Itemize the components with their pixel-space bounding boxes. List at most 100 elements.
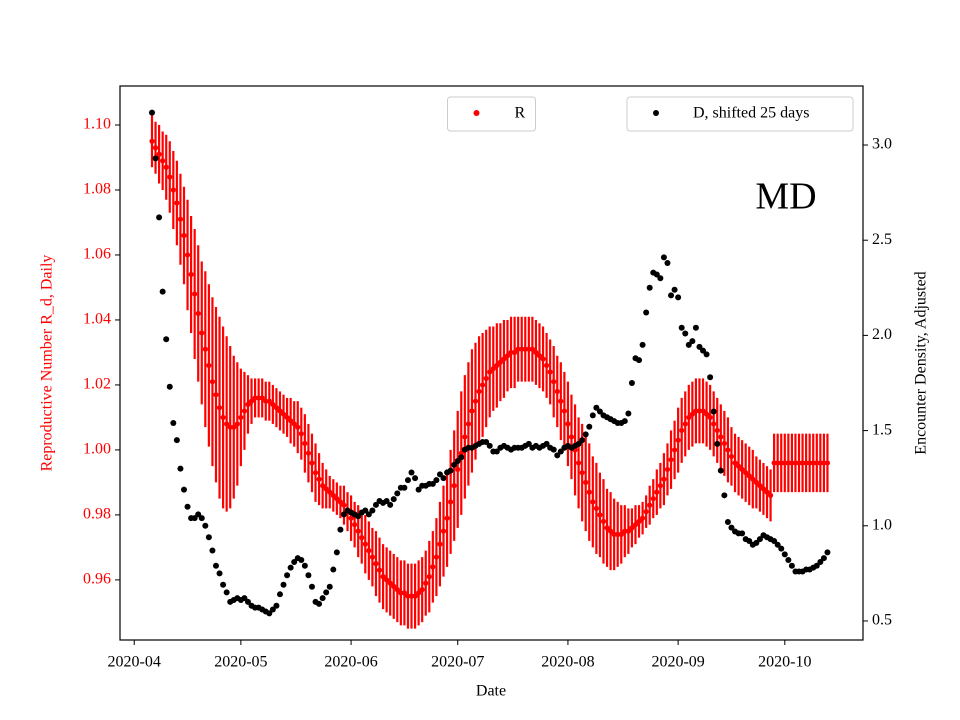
point: [643, 309, 650, 316]
point: [323, 486, 329, 492]
point: [629, 525, 635, 531]
point: [739, 466, 745, 473]
point: [167, 174, 173, 180]
point: [799, 460, 806, 466]
point: [398, 590, 404, 596]
point: [785, 557, 792, 564]
point: [163, 164, 169, 170]
point: [586, 489, 592, 495]
point: [480, 382, 486, 388]
point: [355, 513, 362, 520]
point: [714, 440, 721, 447]
point: [462, 434, 468, 440]
x-tick-label: 2020-06: [324, 654, 377, 671]
point: [266, 398, 272, 404]
point: [788, 562, 795, 569]
point: [774, 541, 781, 548]
point: [213, 392, 219, 398]
point: [330, 566, 337, 573]
y2-tick-label: 2.0: [872, 326, 892, 343]
point: [589, 412, 596, 419]
point: [269, 606, 276, 613]
point: [284, 414, 290, 421]
axes-frame: [119, 85, 864, 641]
point: [646, 284, 653, 291]
point: [160, 158, 166, 164]
point: [757, 483, 763, 489]
point: [220, 414, 226, 421]
point: [807, 460, 813, 466]
point: [554, 452, 561, 459]
point: [241, 595, 248, 602]
point: [739, 530, 746, 537]
point: [533, 349, 539, 356]
point: [340, 511, 347, 518]
point: [743, 470, 749, 476]
point: [159, 288, 166, 295]
point: [280, 581, 287, 588]
point: [707, 414, 713, 421]
point: [180, 486, 187, 493]
point: [174, 200, 180, 206]
point: [753, 479, 759, 486]
y-tick-label: 1.10: [83, 116, 111, 133]
point: [373, 561, 379, 567]
point: [579, 437, 586, 444]
point: [419, 587, 425, 593]
point: [557, 448, 564, 455]
point: [700, 347, 707, 354]
point: [486, 442, 493, 449]
point: [384, 577, 390, 583]
point: [309, 460, 315, 466]
point: [220, 581, 227, 588]
point: [714, 427, 720, 434]
point: [298, 431, 304, 437]
point: [512, 349, 518, 356]
point: [767, 492, 774, 499]
legend-label: D, shifted 25 days: [693, 105, 809, 122]
point: [256, 395, 262, 401]
point: [177, 465, 184, 472]
point: [586, 423, 593, 430]
x-tick-label: 2020-07: [431, 654, 484, 671]
point: [263, 398, 269, 404]
point: [664, 260, 671, 267]
point: [813, 562, 820, 569]
point: [412, 475, 419, 482]
point: [746, 538, 753, 545]
point: [660, 254, 667, 261]
point: [792, 460, 799, 466]
point: [454, 458, 461, 465]
point: [721, 492, 728, 499]
point: [241, 408, 248, 414]
point: [437, 541, 443, 547]
point: [277, 408, 283, 414]
point: [415, 486, 422, 493]
y2-tick-label: 2.5: [872, 231, 892, 248]
point: [700, 408, 706, 414]
point: [152, 145, 159, 151]
y-tick-label: 1.00: [83, 441, 111, 458]
y-tick-label: 1.04: [83, 311, 111, 328]
x-tick-label: 2020-05: [214, 654, 267, 671]
point: [771, 538, 778, 545]
point: [653, 271, 660, 278]
point: [273, 602, 280, 609]
point: [352, 522, 358, 528]
point: [323, 589, 330, 596]
point: [341, 502, 347, 508]
point: [319, 595, 326, 602]
point: [621, 418, 628, 425]
point: [519, 346, 525, 352]
point: [376, 567, 383, 573]
point: [692, 324, 699, 331]
point: [728, 524, 735, 531]
point: [429, 480, 436, 487]
point: [710, 408, 717, 415]
point: [817, 460, 823, 466]
y2-tick-label: 3.0: [872, 136, 892, 153]
y2-tick-label: 1.0: [872, 516, 892, 533]
point: [515, 346, 521, 352]
point: [224, 421, 230, 427]
point: [483, 375, 489, 382]
